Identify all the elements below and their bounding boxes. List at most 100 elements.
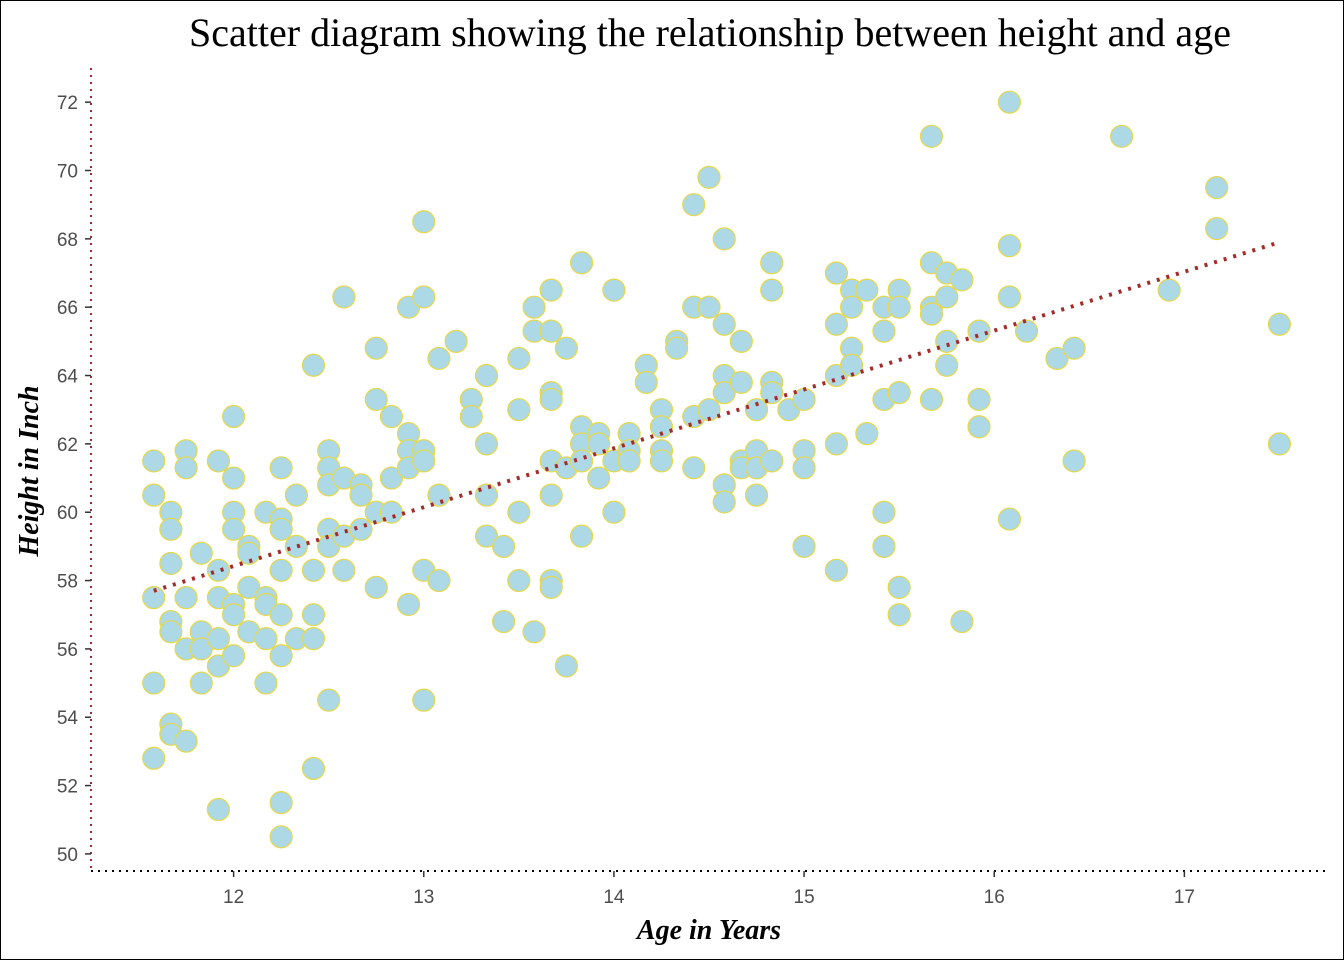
scatter-point [507, 500, 531, 524]
scatter-point [412, 688, 436, 712]
scatter-point [507, 568, 531, 593]
scatter-point [159, 517, 183, 541]
scatter-point [649, 449, 674, 473]
scatter-point [855, 422, 879, 446]
scatter-point [301, 558, 326, 582]
scatter-point [459, 404, 483, 429]
trendline [153, 240, 1281, 593]
y-tick-label: 54 [57, 708, 79, 729]
scatter-point [697, 295, 721, 319]
scatter-point [824, 312, 849, 336]
data-points [142, 90, 1292, 849]
scatter-point [729, 370, 753, 394]
scatter-point [1062, 336, 1086, 360]
scatter-point [697, 165, 721, 189]
scatter-point [142, 746, 166, 770]
scatter-point [174, 729, 198, 753]
scatter-point [412, 449, 436, 473]
scatter-point [760, 251, 784, 275]
scatter-point [919, 387, 944, 412]
scatter-point [396, 592, 421, 617]
scatter-point [997, 90, 1022, 114]
y-axis-label: Height in Inch [14, 385, 45, 557]
scatter-point [712, 227, 736, 251]
scatter-point [712, 381, 736, 405]
scatter-point [269, 825, 293, 849]
scatter-point [427, 346, 451, 371]
scatter-point [412, 210, 436, 234]
scatter-point [269, 558, 293, 582]
scatter-point [649, 415, 674, 439]
scatter-point [1205, 217, 1229, 241]
scatter-point [872, 500, 896, 524]
y-tick-label: 58 [57, 572, 78, 593]
scatter-point [269, 456, 293, 480]
scatter-point [206, 627, 231, 651]
scatter-point [284, 534, 308, 558]
scatter-point [967, 319, 991, 343]
scatter-point [935, 285, 959, 309]
scatter-point [887, 603, 911, 627]
scatter-point [855, 278, 879, 302]
scatter-point [332, 285, 356, 309]
scatter-point [887, 575, 911, 599]
chart-title: Scatter diagram showing the relationship… [189, 10, 1231, 55]
scatter-point [142, 586, 166, 610]
scatter-point [967, 387, 991, 412]
scatter-point [364, 336, 388, 360]
y-tick-label: 70 [57, 162, 78, 183]
scatter-point [1045, 346, 1069, 371]
scatter-point [587, 432, 611, 456]
scatter-point [1267, 432, 1292, 456]
scatter-point [301, 353, 326, 377]
scatter-point [539, 319, 563, 343]
scatter-point [919, 124, 944, 148]
scatter-point [254, 627, 278, 651]
scatter-point [427, 483, 451, 507]
scatter-point [712, 312, 736, 336]
scatter-point [935, 353, 959, 377]
y-tick-label: 62 [57, 435, 78, 456]
scatter-point [950, 609, 974, 634]
scatter-point [1205, 175, 1229, 200]
y-tick-label: 60 [57, 503, 78, 524]
scatter-point [474, 363, 499, 388]
scatter-point [997, 285, 1022, 309]
scatter-point [997, 507, 1022, 531]
scatter-point [174, 456, 198, 480]
scatter-point [824, 558, 849, 582]
scatter-point [206, 558, 231, 582]
scatter-point [997, 234, 1022, 258]
x-axis: 12 13 14 15 16 17 [91, 870, 1327, 908]
x-tick-label: 13 [413, 887, 434, 908]
scatter-point [301, 756, 326, 781]
scatter-point [269, 791, 293, 815]
scatter-point [474, 432, 499, 456]
y-tick-label: 56 [57, 640, 78, 661]
scatter-point [587, 466, 611, 490]
scatter-point [569, 449, 594, 473]
scatter-point [174, 586, 198, 610]
scatter-point [539, 483, 563, 507]
y-tick-label: 72 [57, 93, 78, 114]
scatter-point [522, 295, 546, 319]
scatter-point [554, 654, 578, 678]
scatter-point [1157, 278, 1181, 302]
scatter-point [539, 278, 563, 302]
scatter-point [301, 603, 326, 627]
scatter-point [919, 302, 944, 326]
scatter-point [792, 534, 816, 558]
scatter-point [364, 387, 388, 412]
scatter-point [887, 381, 911, 405]
scatter-point [222, 517, 246, 541]
x-tick-label: 15 [794, 887, 815, 908]
scatter-point [760, 278, 784, 302]
scatter-point [269, 644, 293, 668]
scatter-point [222, 603, 246, 627]
scatter-point [539, 575, 563, 599]
scatter-point [427, 568, 451, 593]
scatter-point [444, 329, 468, 353]
scatter-point [474, 483, 499, 507]
scatter-point [1062, 449, 1086, 473]
scatter-point [222, 644, 246, 668]
